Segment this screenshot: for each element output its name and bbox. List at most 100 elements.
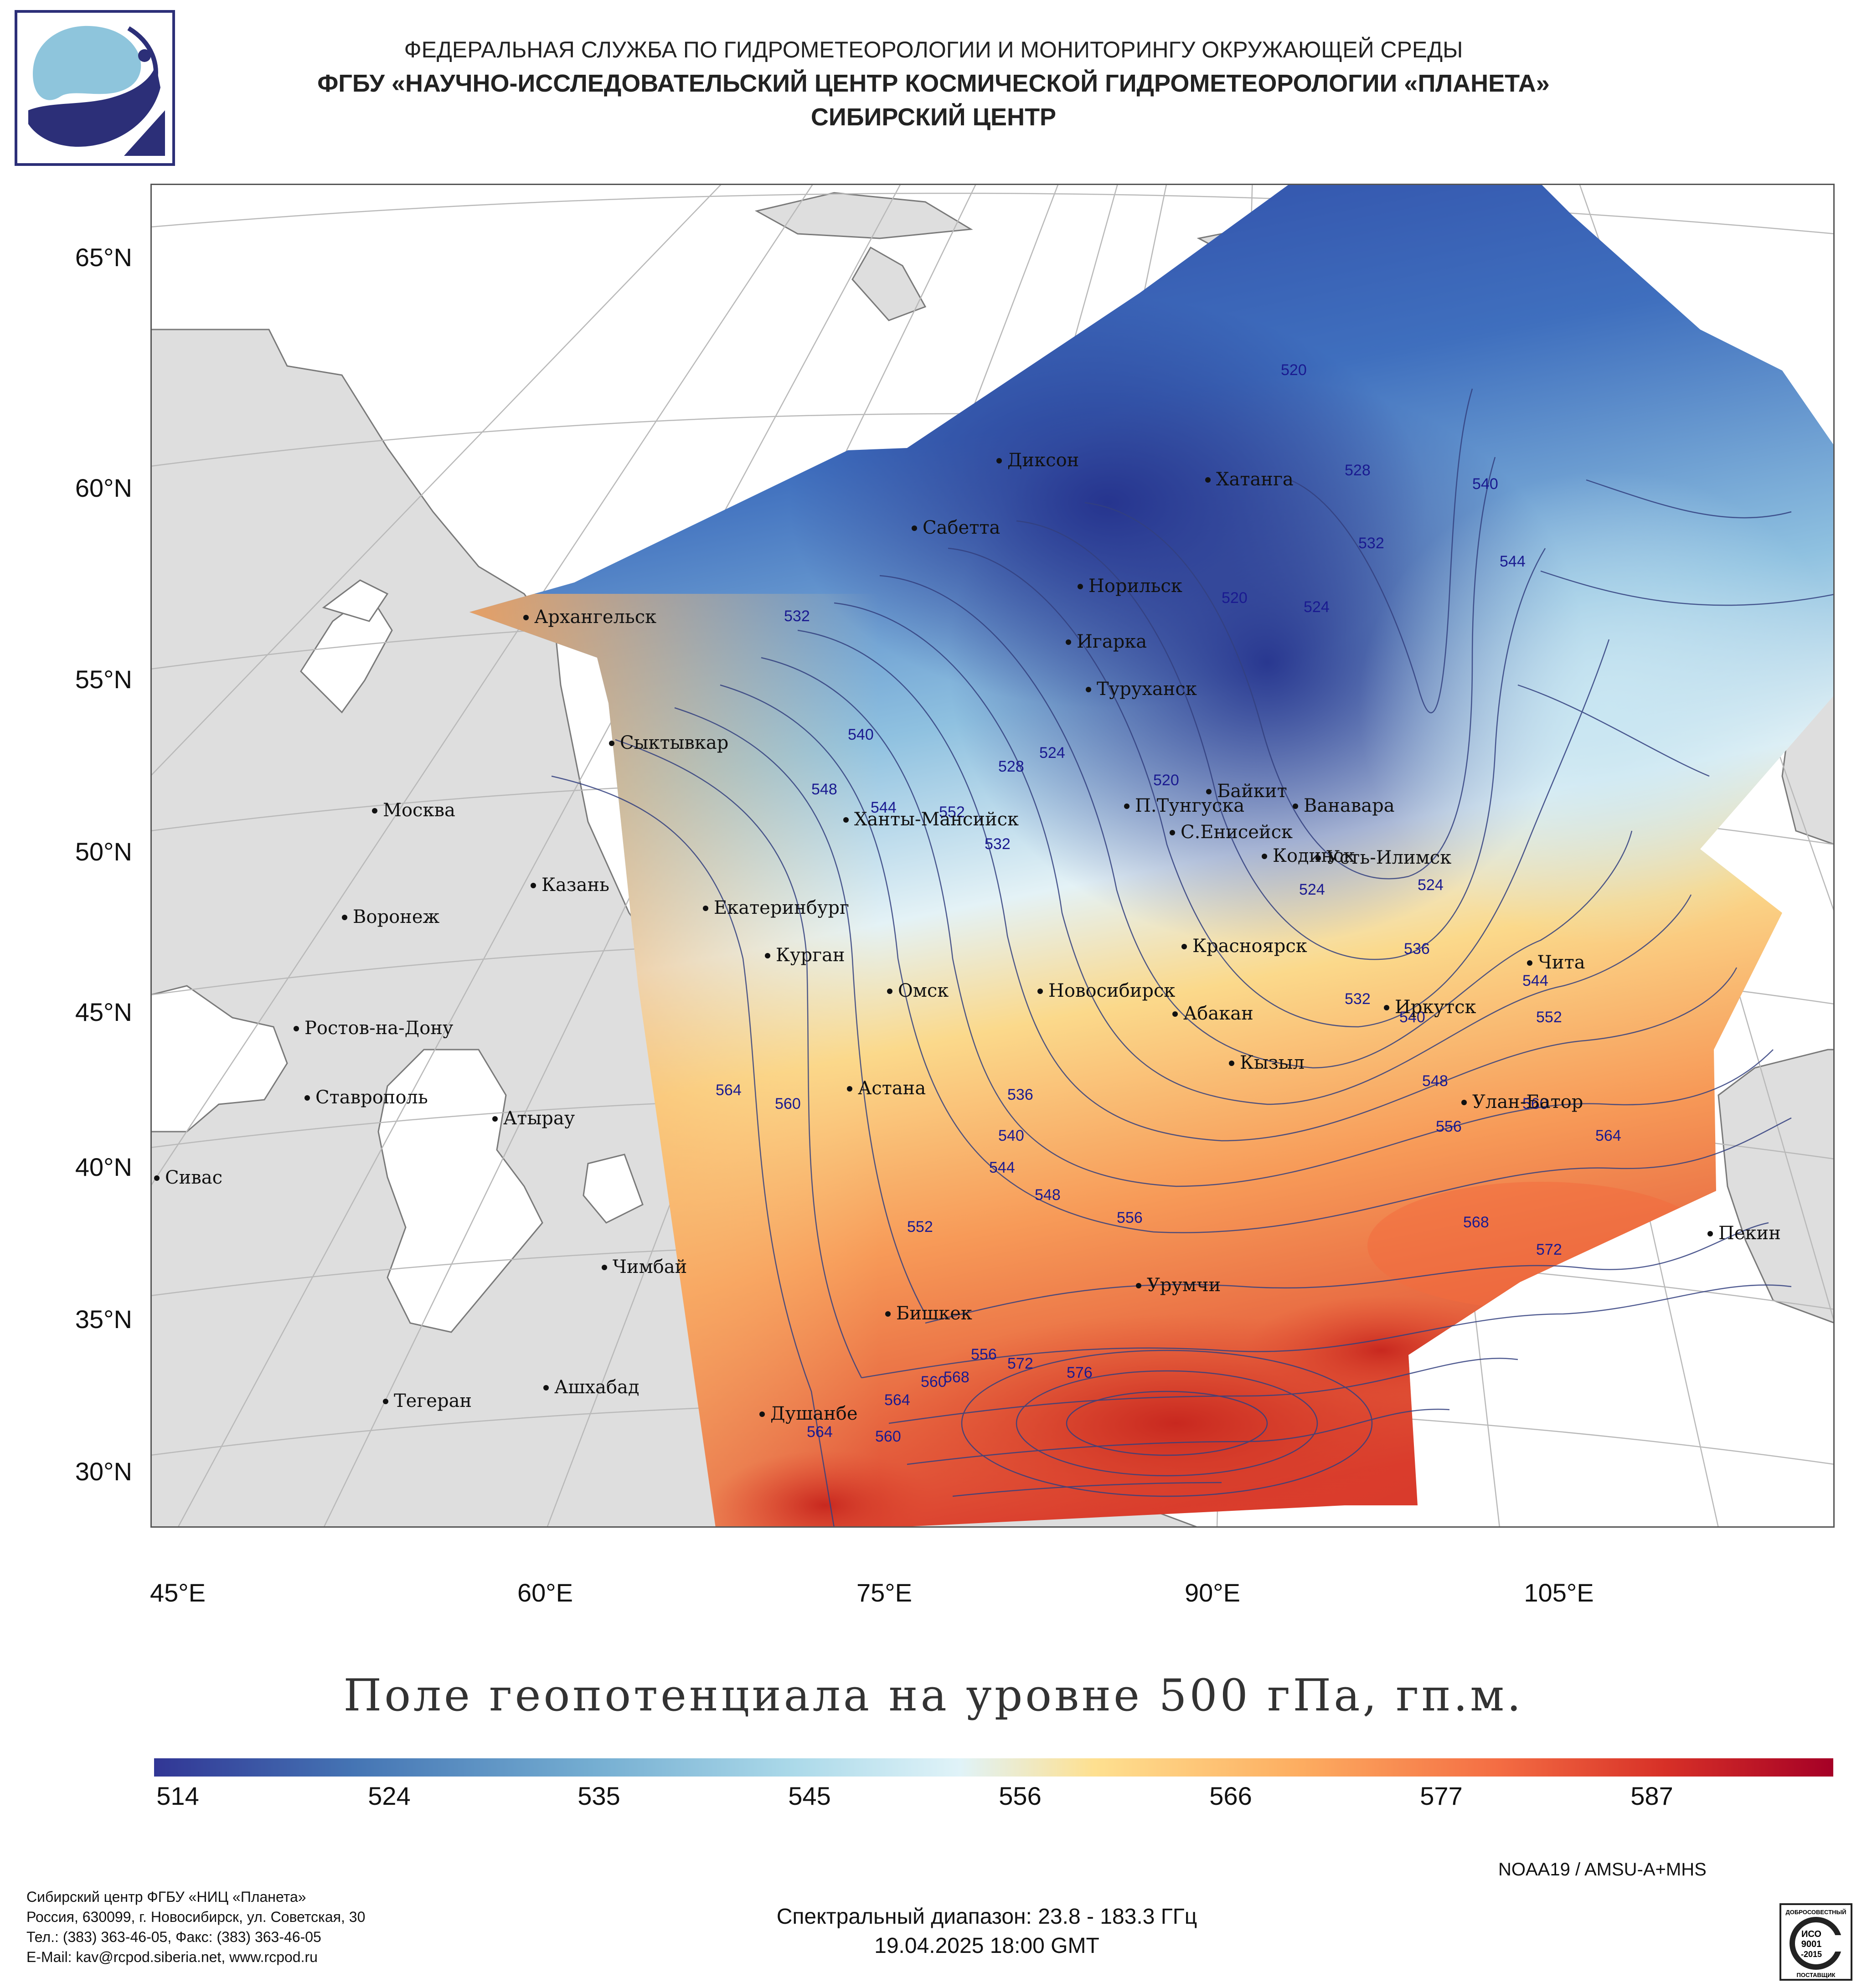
svg-text:Урумчи: Урумчи (1147, 1275, 1221, 1296)
svg-text:Абакан: Абакан (1183, 1003, 1253, 1024)
contour-label: 564 (884, 1391, 910, 1409)
svg-text:С.Енисейск: С.Енисейск (1181, 822, 1293, 843)
city-omsk: Омск (887, 980, 949, 1001)
contour-label: 532 (1358, 535, 1384, 552)
lon-label-60: 60°E (517, 1578, 573, 1607)
city-beijing: Пекин (1707, 1223, 1781, 1244)
svg-text:Диксон: Диксон (1007, 450, 1079, 471)
svg-text:Душанбе: Душанбе (770, 1403, 858, 1424)
city-tehran: Тегеран (383, 1391, 472, 1411)
svg-text:Норильск: Норильск (1088, 576, 1182, 597)
svg-text:ДОБРОСОВЕСТНЫЙ: ДОБРОСОВЕСТНЫЙ (1785, 1909, 1846, 1916)
city-syktyvkar: Сыктывкар (609, 732, 728, 753)
contour-label: 548 (1422, 1072, 1448, 1090)
contour-label: 576 (1067, 1364, 1093, 1381)
city-chimbay: Чимбай (602, 1257, 687, 1277)
city-p-tunguska: П.Тунгуска (1124, 795, 1244, 816)
header-agency: ФЕДЕРАЛЬНАЯ СЛУЖБА ПО ГИДРОМЕТЕОРОЛОГИИ … (404, 37, 1463, 62)
svg-text:Новосибирск: Новосибирск (1048, 980, 1175, 1001)
city-igarka: Игарка (1066, 631, 1147, 652)
lat-label-35: 35°N (75, 1305, 132, 1334)
lat-label-50: 50°N (75, 837, 132, 866)
city-moscow: Москва (372, 800, 455, 821)
svg-text:Сыктывкар: Сыктывкар (620, 732, 728, 753)
city-ashgabat: Ашхабад (543, 1377, 639, 1398)
svg-text:П.Тунгуска: П.Тунгуска (1135, 795, 1244, 816)
colorbar (154, 1758, 1833, 1777)
svg-text:Пекин: Пекин (1718, 1223, 1781, 1244)
contour-label: 572 (1536, 1241, 1562, 1258)
lon-label-105: 105°E (1524, 1578, 1594, 1607)
city-sabetta: Сабетта (912, 517, 1000, 538)
svg-text:Екатеринбург: Екатеринбург (714, 897, 849, 918)
contour-labels: 520 528 540 544 532 524 532 520 524 540 … (716, 361, 1621, 1445)
contour-label: 520 (1153, 772, 1179, 789)
contour-label: 560 (1522, 1095, 1548, 1112)
city-abakan: Абакан (1172, 1003, 1253, 1024)
lat-label-60: 60°N (75, 474, 132, 502)
contour-label: 532 (985, 835, 1011, 853)
svg-text:Игарка: Игарка (1077, 631, 1147, 652)
svg-text:Ставрополь: Ставрополь (315, 1087, 428, 1108)
satellite-instrument: NOAA19 / AMSU-A+MHS (1498, 1859, 1707, 1880)
city-kurgan: Курган (765, 945, 845, 966)
contour-label: 540 (848, 726, 874, 743)
contour-label: 548 (1035, 1186, 1061, 1204)
svg-text:Кодинск: Кодинск (1273, 845, 1355, 866)
city-yekaterinburg: Екатеринбург (703, 897, 849, 918)
contour-label: 556 (971, 1346, 997, 1363)
city-rostov-na-donu: Ростов-на-Дону (294, 1018, 454, 1039)
city-arkhangelsk: Архангельск (523, 607, 656, 628)
colorbar-label: 524 (368, 1782, 411, 1810)
svg-text:Тегеран: Тегеран (394, 1391, 472, 1411)
city-kyzyl: Кызыл (1229, 1052, 1305, 1073)
colorbar-label: 566 (1209, 1782, 1252, 1810)
header-center: СИБИРСКИЙ ЦЕНТР (810, 103, 1057, 131)
svg-text:Сивас: Сивас (165, 1167, 222, 1188)
svg-text:Усть-Илимск: Усть-Илимск (1326, 847, 1451, 868)
contour-label: 560 (775, 1095, 801, 1112)
city-krasnoyarsk: Красноярск (1181, 936, 1307, 957)
svg-text:Ашхабад: Ашхабад (554, 1377, 639, 1398)
colorbar-label: 556 (999, 1782, 1042, 1810)
colorbar-label: 514 (156, 1782, 199, 1810)
contour-label: 552 (1536, 1009, 1562, 1026)
footer-phone: Тел.: (383) 363-46-05, Факс: (383) 363-4… (26, 1929, 321, 1945)
contour-label: 560 (921, 1373, 947, 1391)
colorbar-label: 535 (578, 1782, 620, 1810)
geopotential-map: 520 528 540 544 532 524 532 520 524 540 … (150, 184, 1835, 1528)
svg-text:Воронеж: Воронеж (353, 906, 439, 927)
city-novosibirsk: Новосибирск (1037, 980, 1175, 1001)
city-voronezh: Воронеж (342, 906, 439, 927)
planeta-logo (15, 10, 175, 166)
svg-text:Чимбай: Чимбай (613, 1257, 687, 1277)
contour-label: 572 (1007, 1355, 1033, 1372)
svg-text:ПОСТАВЩИК: ПОСТАВЩИК (1797, 1972, 1836, 1978)
contour-label: 520 (1222, 589, 1248, 607)
city-atyrau: Атырау (492, 1108, 575, 1129)
city-turukhansk: Туруханск (1086, 679, 1197, 700)
svg-text:ИСО: ИСО (1801, 1929, 1821, 1939)
svg-text:Хатанга: Хатанга (1216, 469, 1294, 490)
contour-label: 548 (811, 781, 837, 798)
contour-label: 532 (784, 608, 810, 625)
city-dushanbe: Душанбе (759, 1403, 858, 1424)
contour-label: 524 (1039, 744, 1065, 762)
svg-text:Ростов-на-Дону: Ростов-на-Дону (304, 1018, 454, 1039)
iso-certification-badge: ДОБРОСОВЕСТНЫЙ ИСО 9001 -2015 ПОСТАВЩИК (1779, 1903, 1852, 1981)
svg-text:Сабетта: Сабетта (923, 517, 1000, 538)
lon-label-75: 75°E (856, 1578, 913, 1607)
svg-text:Красноярск: Красноярск (1192, 936, 1307, 957)
svg-text:9001: 9001 (1801, 1939, 1822, 1949)
colorbar-label: 577 (1420, 1782, 1463, 1810)
contour-lines (551, 388, 1835, 1528)
city-stavropol: Ставрополь (304, 1087, 428, 1108)
colorbar-label: 545 (788, 1782, 831, 1810)
lat-label-45: 45°N (75, 998, 132, 1026)
contour-label: 524 (1299, 881, 1325, 898)
svg-text:Казань: Казань (542, 875, 609, 896)
svg-text:Ванавара: Ванавара (1304, 795, 1395, 816)
lat-label-55: 55°N (75, 665, 132, 694)
svg-text:Архангельск: Архангельск (534, 607, 656, 628)
city-khanty-mansiysk: Ханты-Мансийск (843, 809, 1019, 830)
